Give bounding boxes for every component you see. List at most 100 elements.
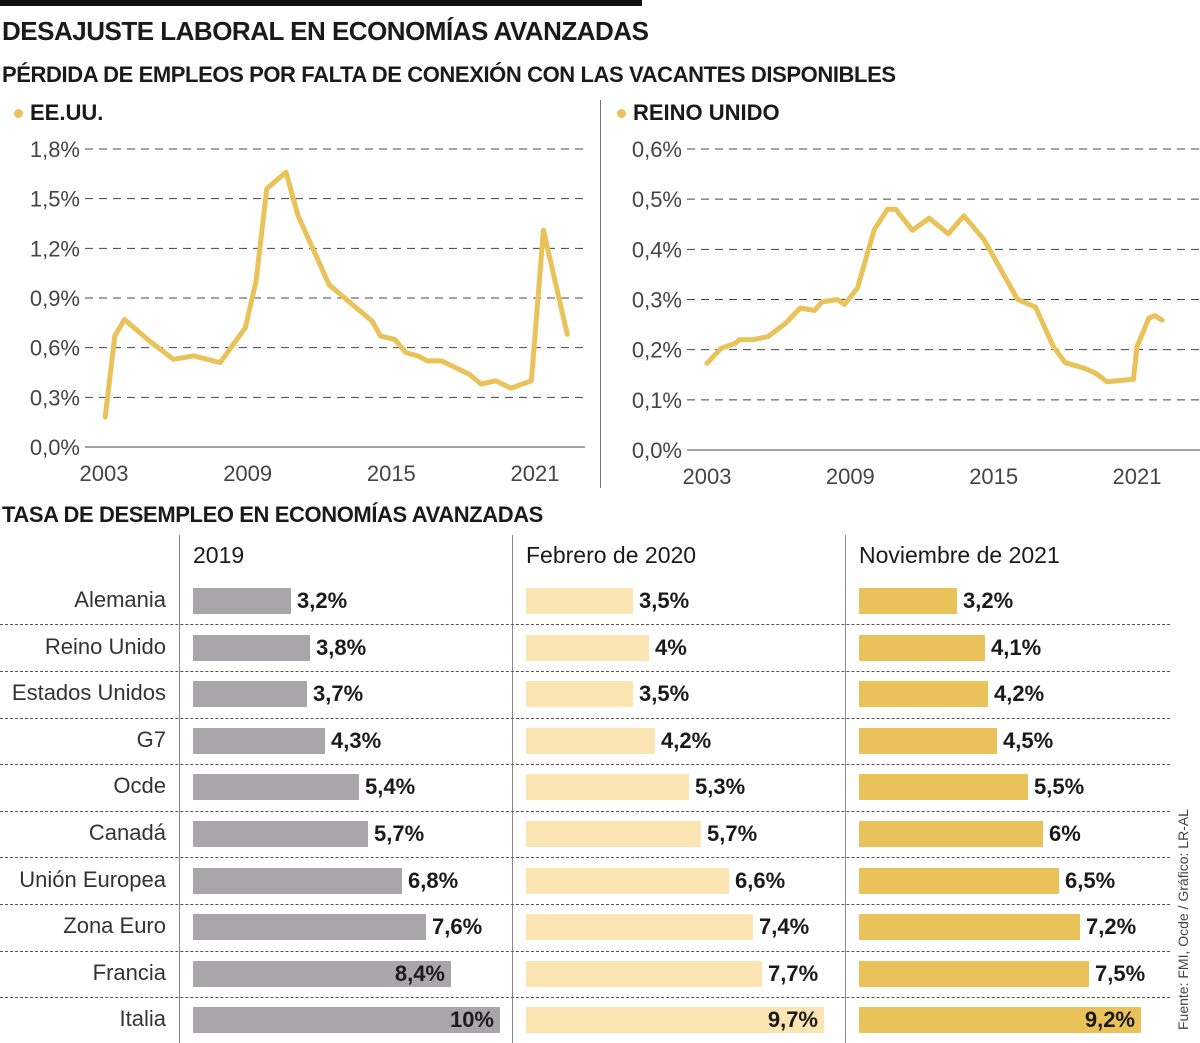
bar-value-label: 5,5% <box>1034 774 1085 799</box>
panel-divider <box>600 100 601 488</box>
page-title: DESAJUSTE LABORAL EN ECONOMÍAS AVANZADAS <box>2 16 649 46</box>
us-chart-title: EE.UU. <box>30 100 104 125</box>
bar <box>193 868 402 894</box>
x-tick-label: 2015 <box>969 464 1018 489</box>
table-title: TASA DE DESEMPLEO EN ECONOMÍAS AVANZADAS <box>2 502 543 527</box>
bar-value-label: 4,2% <box>994 681 1045 706</box>
bar <box>859 961 1089 987</box>
country-label: Alemania <box>74 587 166 612</box>
bar-value-label: 7,5% <box>1095 961 1146 986</box>
y-tick-label: 0,9% <box>30 286 80 311</box>
uk-line-chart: 0,0% 0,1% 0,2% 0,3% 0,4% 0,5% 0,6% 2003 2009 2015… <box>632 137 1200 489</box>
bar-value-label: 4,5% <box>1003 728 1054 753</box>
bar <box>193 961 451 987</box>
bar-value-label: 5,7% <box>374 821 425 846</box>
y-tick-label: 0,6% <box>30 336 80 361</box>
bar-value-label: 7,4% <box>759 914 810 939</box>
uk-panel-label: REINO UNIDO <box>617 100 780 126</box>
y-tick-label: 0,0% <box>30 435 80 460</box>
bullet-icon <box>617 108 626 118</box>
x-tick-label: 2021 <box>511 461 560 486</box>
y-tick-label: 0,0% <box>632 438 682 463</box>
bar-value-label: 6,6% <box>735 868 786 893</box>
bar-value-label: 4,1% <box>991 635 1042 660</box>
bar <box>193 774 359 800</box>
y-tick-label: 0,3% <box>632 288 682 313</box>
bar <box>859 588 957 614</box>
source-note: Fuente: FMI, Ocde / Gráfico: LR-AL <box>1175 809 1191 1030</box>
y-tick-label: 1,2% <box>30 236 80 261</box>
row-separator <box>0 671 1170 672</box>
country-label: Francia <box>92 960 166 985</box>
page-subtitle: PÉRDIDA DE EMPLEOS POR FALTA DE CONEXIÓN… <box>2 62 896 87</box>
row-separator <box>0 951 1170 952</box>
bar <box>859 635 985 661</box>
column-divider <box>512 535 513 1043</box>
country-label: G7 <box>136 727 166 752</box>
y-tick-label: 0,2% <box>632 338 682 363</box>
bar-value-label: 5,4% <box>365 774 416 799</box>
bar-value-label: 4,3% <box>331 728 382 753</box>
row-separator <box>0 624 1170 625</box>
bar <box>526 1007 824 1033</box>
x-tick-label: 2003 <box>683 464 732 489</box>
bar-value-label: 3,8% <box>316 635 367 660</box>
bar-value-label: 6,8% <box>408 868 459 893</box>
column-divider <box>845 535 846 1043</box>
bar <box>859 774 1028 800</box>
bar-value-label: 5,7% <box>707 821 758 846</box>
bar-value-label: 7,2% <box>1086 914 1137 939</box>
bar <box>526 821 701 847</box>
column-header: 2019 <box>193 542 245 568</box>
bar-value-label: 3,7% <box>313 681 364 706</box>
bar <box>526 588 633 614</box>
bar-value-label: 7,6% <box>432 914 483 939</box>
bar <box>526 914 753 940</box>
bar-value-label: 3,2% <box>963 588 1014 613</box>
column-divider <box>179 535 180 1043</box>
bar <box>526 868 729 894</box>
y-tick-label: 0,5% <box>632 187 682 212</box>
y-tick-label: 0,4% <box>632 237 682 262</box>
bar-value-label: 9,2% <box>1084 1007 1135 1032</box>
bar-value-label: 7,7% <box>768 961 819 986</box>
row-separator <box>0 764 1170 765</box>
us-line-chart: 0,0% 0,3% 0,6% 0,9% 1,2% 1,5% 1,8% 2003 2009 2015… <box>30 137 585 486</box>
bar-value-label: 4% <box>655 635 687 660</box>
bullet-icon <box>14 108 23 118</box>
bar <box>193 588 291 614</box>
bar-value-label: 6% <box>1049 821 1081 846</box>
column-header: Febrero de 2020 <box>526 542 697 568</box>
x-tick-label: 2003 <box>80 461 129 486</box>
top-rule <box>0 0 642 6</box>
bar-value-label: 4,2% <box>661 728 712 753</box>
bar <box>526 774 689 800</box>
bar <box>859 914 1080 940</box>
bar <box>859 728 997 754</box>
row-separator <box>0 997 1170 998</box>
bar <box>859 681 988 707</box>
y-tick-label: 0,3% <box>30 385 80 410</box>
country-label: Canadá <box>88 820 166 845</box>
row-separator <box>0 904 1170 905</box>
bar <box>859 868 1059 894</box>
bar-value-label: 3,5% <box>639 588 690 613</box>
bar-value-label: 5,3% <box>695 774 746 799</box>
y-tick-label: 1,5% <box>30 187 80 212</box>
bar-value-label: 10% <box>449 1007 494 1032</box>
x-tick-label: 2009 <box>223 461 272 486</box>
series-line <box>704 206 1165 385</box>
series-line <box>102 169 570 420</box>
bar-value-label: 8,4% <box>394 961 445 986</box>
x-tick-label: 2009 <box>826 464 875 489</box>
row-separator <box>0 718 1170 719</box>
bar-value-label: 3,5% <box>639 681 690 706</box>
column-header: Noviembre de 2021 <box>859 542 1060 568</box>
country-label: Zona Euro <box>63 913 166 938</box>
country-label: Unión Europea <box>19 867 166 892</box>
us-panel-label: EE.UU. <box>14 100 103 126</box>
uk-chart-title: REINO UNIDO <box>633 100 780 125</box>
bar <box>193 1007 500 1033</box>
row-separator <box>0 811 1170 812</box>
bar <box>526 728 655 754</box>
